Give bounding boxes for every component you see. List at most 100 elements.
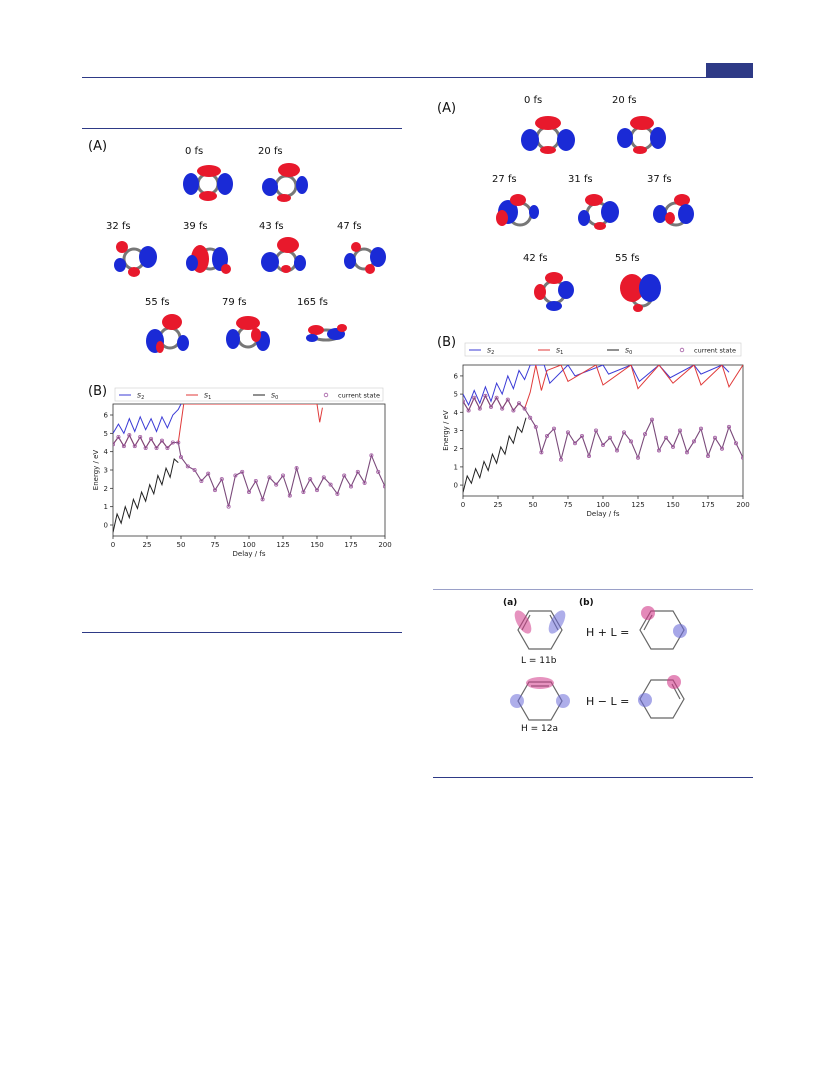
- current-state-point: [308, 477, 313, 482]
- current-state-point: [472, 395, 477, 400]
- current-state-point: [260, 497, 265, 502]
- current-state-point: [246, 490, 251, 495]
- current-state-point: [719, 446, 724, 451]
- current-state-point: [206, 471, 211, 476]
- current-state-point: [226, 504, 231, 509]
- legend-label: S2: [137, 392, 144, 402]
- series-line: [463, 365, 730, 407]
- molecule-orbital-image: [617, 116, 666, 154]
- current-state-point: [552, 426, 557, 431]
- right-time-label: 31 fs: [568, 174, 593, 185]
- x-tick-label: 0: [111, 541, 115, 549]
- current-state-point: [348, 484, 353, 489]
- current-state-point: [607, 435, 612, 440]
- current-state-point: [116, 435, 121, 440]
- x-tick-label: 50: [529, 501, 538, 509]
- current-state-point: [677, 428, 682, 433]
- y-tick-label: 5: [454, 391, 458, 399]
- molecule-orbital-image: [344, 242, 386, 274]
- x-tick-label: 100: [242, 541, 255, 549]
- current-state-point: [362, 480, 367, 485]
- series-line: [113, 458, 179, 533]
- current-state-point: [219, 477, 224, 482]
- current-state-point: [383, 484, 385, 489]
- current-state-point: [656, 448, 661, 453]
- x-tick-label: 175: [344, 541, 357, 549]
- x-tick-label: 100: [596, 501, 609, 509]
- legend-label: S0: [625, 347, 632, 357]
- x-tick-label: 200: [736, 501, 749, 509]
- left-figure-bottom-rule: [82, 632, 402, 633]
- current-state-point: [477, 406, 482, 411]
- header-rule: [82, 77, 753, 78]
- x-tick-label: 150: [666, 501, 679, 509]
- current-state-point: [691, 439, 696, 444]
- x-tick-label: 125: [631, 501, 644, 509]
- right-panel-a-label: (A): [437, 101, 457, 116]
- current-state-point: [113, 442, 115, 447]
- legend-marker: [679, 347, 685, 353]
- molecule-orbital-image: [146, 314, 189, 353]
- left-time-label: 55 fs: [145, 297, 170, 308]
- left-time-label: 39 fs: [183, 221, 208, 232]
- left-time-label: 20 fs: [258, 146, 283, 157]
- current-state-point: [511, 408, 516, 413]
- y-axis-label: Energy / eV: [442, 410, 450, 451]
- current-state-point: [314, 488, 319, 493]
- molecule-orbital-image: [114, 241, 157, 277]
- x-tick-label: 125: [276, 541, 289, 549]
- y-tick-label: 3: [104, 467, 108, 475]
- current-state-point: [212, 488, 217, 493]
- legend-label: S1: [204, 392, 211, 402]
- x-axis-label: Delay / fs: [233, 550, 266, 558]
- current-state-point: [483, 393, 488, 398]
- current-state-point: [663, 435, 668, 440]
- current-state-point: [494, 395, 499, 400]
- current-state-point: [705, 453, 710, 458]
- right-energy-chart: 0 25 50 75 100 125 150 175 200 0 1 2 3 4 5 6 Delay / fs E…: [442, 342, 750, 518]
- left-time-label: 32 fs: [106, 221, 131, 232]
- y-axis-label: Energy / eV: [92, 450, 100, 491]
- y-tick-label: 3: [454, 427, 458, 435]
- scheme-bottom-rule: [433, 777, 753, 778]
- legend-label: current state: [338, 392, 380, 400]
- current-state-point: [628, 439, 633, 444]
- current-state-point: [342, 473, 347, 478]
- current-state-point: [159, 438, 164, 443]
- combo-plus-diagram: [639, 606, 687, 650]
- legend-box: [114, 387, 384, 402]
- molecule-orbital-image: [183, 165, 233, 201]
- current-state-line: [113, 433, 385, 507]
- y-tick-label: 0: [104, 522, 108, 530]
- current-state-point: [287, 493, 292, 498]
- current-state-point: [127, 433, 132, 438]
- current-state-point: [586, 453, 591, 458]
- molecule-orbital-image: [521, 116, 575, 154]
- legend-label: current state: [694, 347, 736, 355]
- current-state-point: [185, 464, 190, 469]
- x-axis-label: Delay / fs: [587, 510, 620, 518]
- current-state-point: [274, 482, 279, 487]
- x-tick-label: 75: [564, 501, 573, 509]
- molecule-orbital-image: [262, 163, 308, 202]
- current-state-point: [463, 399, 465, 404]
- current-state-point: [121, 444, 126, 449]
- plot-frame: [112, 403, 386, 537]
- right-panel-b-label: (B): [437, 335, 457, 350]
- orbital-l-diagram: [514, 610, 566, 650]
- current-state-point: [684, 450, 689, 455]
- molecule-orbital-image: [226, 316, 270, 351]
- current-state-point: [165, 446, 170, 451]
- left-energy-chart: 0 25 50 75 100 125 150 175 200 0 1 2 3 4 5 6 Delay / fs E…: [92, 387, 392, 558]
- right-time-label: 55 fs: [615, 253, 640, 264]
- current-state-point: [267, 475, 272, 480]
- y-tick-label: 2: [454, 445, 458, 453]
- current-state-point: [517, 401, 522, 406]
- current-state-point: [642, 432, 647, 437]
- left-time-label: 43 fs: [259, 221, 284, 232]
- right-time-label: 0 fs: [524, 95, 543, 106]
- y-tick-label: 6: [104, 412, 109, 420]
- current-state-point: [328, 482, 333, 487]
- left-figure-top-rule: [82, 128, 402, 129]
- combo-minus-diagram: [638, 675, 685, 719]
